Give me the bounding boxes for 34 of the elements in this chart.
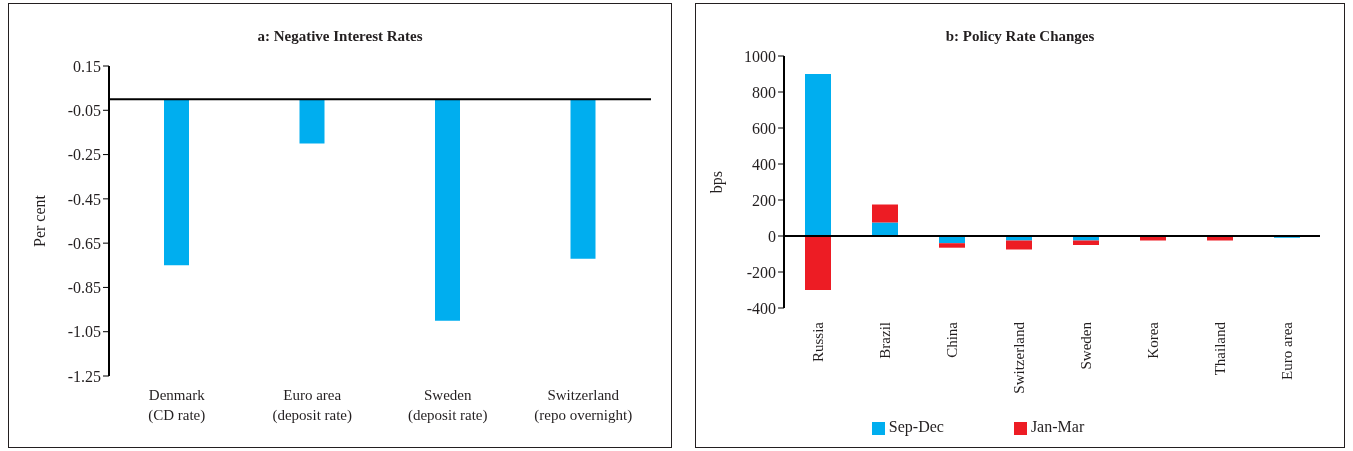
y-axis-title: bps [707, 170, 726, 194]
y-tick-label: -0.25 [67, 146, 101, 164]
y-tick-label: 200 [752, 191, 776, 209]
legend-label: Jan-Mar [1030, 418, 1085, 435]
y-tick-label: -0.65 [67, 234, 101, 252]
y-tick-label: -200 [746, 263, 776, 281]
x-tick-label: Sweden [1077, 321, 1094, 370]
y-tick-label: 800 [752, 83, 776, 101]
y-tick-label: -0.85 [67, 279, 101, 297]
x-tick-label: Switzerland [1010, 321, 1027, 394]
y-tick-label: -0.45 [67, 190, 101, 208]
legend-label: Sep-Dec [888, 418, 944, 435]
x-tick-label: Switzerland (repo overnight) [534, 387, 633, 424]
x-tick-label: Euro area (deposit rate) [272, 387, 353, 424]
x-tick-label: Brazil [876, 322, 893, 359]
y-tick-label: -400 [746, 299, 776, 317]
y-tick-label: 1000 [744, 47, 776, 65]
chart-title: b: Policy Rate Changes [944, 28, 1096, 45]
y-tick-label: 0.15 [73, 57, 101, 75]
x-tick-label: Denmark (CD rate) [148, 387, 206, 424]
y-tick-label: -1.25 [67, 367, 101, 385]
x-tick-label: Russia [809, 321, 826, 363]
y-axis-title: Per cent [30, 194, 48, 247]
y-tick-label: 400 [752, 155, 776, 173]
y-tick-label: 0 [768, 227, 776, 245]
y-tick-label: 600 [752, 119, 776, 137]
chart-title: a: Negative Interest Rates [256, 28, 424, 45]
x-tick-label: Thailand [1211, 321, 1228, 376]
x-tick-label: Korea [1144, 321, 1161, 359]
x-tick-label: China [943, 321, 960, 358]
x-tick-label: Euro area [1278, 321, 1295, 380]
y-tick-label: -1.05 [67, 323, 101, 341]
x-tick-label: Sweden (deposit rate) [407, 387, 488, 424]
y-tick-label: -0.05 [67, 101, 101, 119]
